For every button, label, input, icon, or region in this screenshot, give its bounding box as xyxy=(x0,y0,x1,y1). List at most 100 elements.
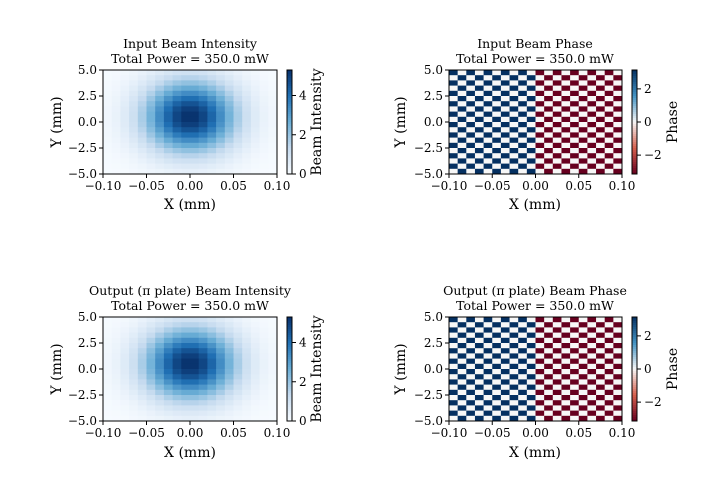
y-tick-label: 0.0 xyxy=(78,362,97,376)
heatmap-cell xyxy=(250,137,260,144)
colorbar-segment xyxy=(287,104,292,107)
heatmap-cell xyxy=(216,163,226,170)
colorbar-segment xyxy=(632,148,637,151)
heatmap-cell xyxy=(561,163,571,170)
heatmap-cell xyxy=(224,75,234,81)
heatmap-cell xyxy=(500,75,510,81)
heatmap-cell xyxy=(155,80,165,86)
heatmap-cell xyxy=(483,148,493,154)
heatmap-cell xyxy=(518,379,528,385)
heatmap-cell xyxy=(500,142,510,149)
heatmap-cell xyxy=(181,122,191,128)
heatmap-cell xyxy=(587,106,597,112)
heatmap-cell xyxy=(466,132,476,138)
heatmap-cell xyxy=(570,101,580,107)
heatmap-cell xyxy=(146,400,156,406)
heatmap-cell xyxy=(518,395,528,401)
colorbar-segment xyxy=(632,335,637,338)
heatmap-cell xyxy=(163,353,173,359)
heatmap-cell xyxy=(570,168,580,175)
heatmap-cell xyxy=(190,70,200,76)
colorbar-segment xyxy=(287,114,292,117)
heatmap-cell xyxy=(181,137,191,144)
heatmap-cell xyxy=(103,410,113,417)
heatmap-cell xyxy=(224,116,234,123)
heatmap-cell xyxy=(216,343,226,349)
colorbar-segment xyxy=(632,72,637,75)
heatmap-cell xyxy=(233,337,243,344)
heatmap-cell xyxy=(250,389,260,396)
heatmap-cell xyxy=(500,405,510,411)
heatmap-cell xyxy=(198,317,208,323)
colorbar-segment xyxy=(287,389,292,392)
heatmap-cell xyxy=(224,106,234,112)
colorbar-segment xyxy=(287,387,292,390)
heatmap-cell xyxy=(268,358,278,365)
colorbar-segment xyxy=(632,327,637,330)
colorbar-segment xyxy=(632,351,637,354)
heatmap-cell xyxy=(224,90,234,97)
heatmap-cell xyxy=(474,137,484,144)
heatmap-cell xyxy=(449,90,459,97)
heatmap-cell xyxy=(561,168,571,175)
heatmap-cell xyxy=(207,348,217,354)
heatmap-cell xyxy=(466,96,476,102)
heatmap-cell xyxy=(103,101,113,107)
heatmap-cell xyxy=(483,70,493,76)
y-tick-label: 2.5 xyxy=(424,89,443,103)
heatmap-cell xyxy=(596,85,606,92)
heatmap-cell xyxy=(129,132,139,138)
heatmap-cell xyxy=(483,348,493,354)
heatmap-cell xyxy=(535,395,545,401)
colorbar-tick-label: 0 xyxy=(644,115,652,129)
heatmap-cell xyxy=(449,389,459,396)
heatmap-cell xyxy=(129,148,139,154)
heatmap-cell xyxy=(268,137,278,144)
heatmap-cell xyxy=(578,163,588,170)
heatmap-cell xyxy=(457,369,467,375)
colorbar-segment xyxy=(632,393,637,396)
heatmap-cell xyxy=(181,317,191,323)
heatmap-cell xyxy=(509,374,519,380)
heatmap-cell xyxy=(268,322,278,328)
heatmap-cell xyxy=(518,353,528,359)
heatmap-cell xyxy=(172,101,182,107)
colorbar-segment xyxy=(632,331,637,334)
heatmap-cell xyxy=(509,317,519,323)
heatmap-cell xyxy=(535,168,545,175)
heatmap-cell xyxy=(483,96,493,102)
heatmap-cell xyxy=(500,369,510,375)
heatmap-cell xyxy=(250,337,260,344)
heatmap-cell xyxy=(146,70,156,76)
heatmap-cell xyxy=(544,70,554,76)
heatmap-cell xyxy=(190,148,200,154)
heatmap-cell xyxy=(474,127,484,133)
heatmap-cell xyxy=(216,363,226,370)
heatmap-cell xyxy=(224,85,234,92)
heatmap-cell xyxy=(474,405,484,411)
heatmap-cell xyxy=(216,132,226,138)
heatmap-cell xyxy=(137,153,147,159)
heatmap-cell xyxy=(492,343,502,349)
heatmap-cell xyxy=(172,90,182,97)
heatmap-cell xyxy=(509,96,519,102)
heatmap-cell xyxy=(509,379,519,385)
heatmap-cell xyxy=(137,80,147,86)
heatmap-cell xyxy=(259,163,269,170)
heatmap-cell xyxy=(492,374,502,380)
heatmap-cell xyxy=(613,374,623,380)
panel-title-line1: Output (π plate) Beam Phase xyxy=(443,283,627,298)
heatmap-cell xyxy=(155,70,165,76)
heatmap-cell xyxy=(578,158,588,164)
colorbar-segment xyxy=(287,160,292,163)
heatmap-cell xyxy=(259,142,269,149)
heatmap-cell xyxy=(509,353,519,359)
heatmap-cell xyxy=(466,343,476,349)
heatmap-cell xyxy=(198,415,208,422)
heatmap-cell xyxy=(474,153,484,159)
heatmap-cell xyxy=(181,384,191,391)
heatmap-cell xyxy=(526,358,536,365)
heatmap-cell xyxy=(466,153,476,159)
heatmap-cell xyxy=(111,327,121,333)
heatmap-cell xyxy=(242,111,252,118)
